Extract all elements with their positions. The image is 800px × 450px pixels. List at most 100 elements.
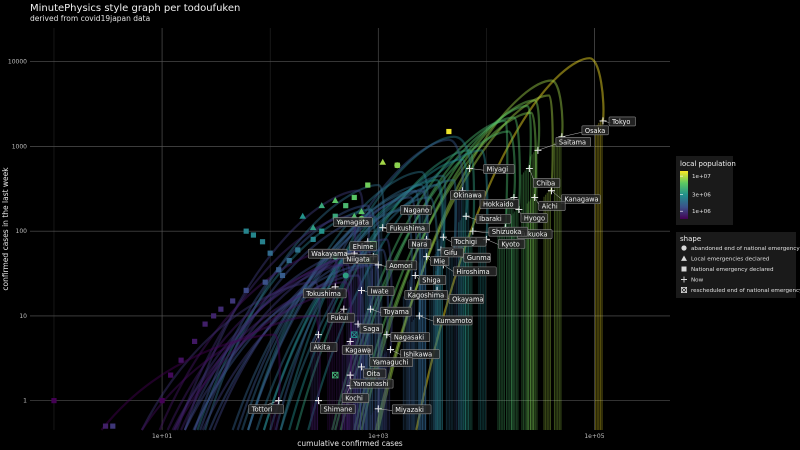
prefecture-label-text: Gunma [467,254,491,262]
prefecture-label-text: Fukuoka [520,231,547,239]
now-marker-toyama [367,305,375,313]
prefecture-label-box [451,236,487,247]
event-square-marker [332,213,338,219]
shape-legend-title: shape [680,235,701,243]
trail-hiroshima [262,179,446,431]
prefecture-label-kyoto: Kyoto [498,239,526,249]
trail-miyagi [279,135,472,431]
shape-legend-entries: abandoned end of national emergency Local… [681,245,800,294]
prefecture-label-text: Tottori [251,406,273,414]
x-axis-label: cumulative confirmed cases [297,439,403,448]
trail-kagawa [173,263,353,431]
prefecture-label-box [555,137,591,147]
prefecture-label-kochi: Kochi [341,393,369,403]
prefecture-label-text: Miyazaki [395,406,424,414]
prefecture-label-text: Fukushima [390,225,425,233]
prefecture-label-box [408,239,432,249]
trail-hyogo [339,116,521,431]
prefecture-label-box [608,116,636,127]
prefecture-label-box [475,213,512,224]
chart-subtitle: derived from covid19japan data [30,14,150,23]
event-boxcross-box [331,371,339,379]
trail-aichi [356,111,537,431]
prefecture-label-box [380,306,412,317]
prefecture-label-box [367,286,395,296]
shape-legend-label: rescheduled end of national emergency [691,288,800,294]
prefecture-label-text: Kochi [345,395,363,403]
y-axis-label: confirmed cases in the last week [1,167,10,291]
event-triangle-marker [379,158,387,165]
event-square-marker [262,279,268,285]
trail-okayama [255,196,439,431]
event-square-marker [295,247,301,253]
now-marker-miyagi [466,164,474,172]
prefecture-label-aichi: Aichi [538,201,566,211]
prefecture-label-text: Nagano [404,207,429,215]
legend-boxcross-icon [681,286,688,293]
label-leader-miyazaki [378,408,395,412]
event-square-marker [168,372,174,378]
color-legend-title: local population [680,160,736,168]
prefecture-label-box [341,393,369,403]
prefecture-label-saga: Saga [359,323,383,334]
prefecture-label-box [538,201,566,211]
trail-chiba [353,104,532,431]
prefecture-label-yamanashi: Yamanashi [349,378,394,389]
trail-akita [140,281,321,431]
x-tick-label: 1e+01 [152,433,172,440]
event-square-marker [243,287,249,293]
prefecture-label-text: Aomori [389,262,413,270]
prefecture-label-hokkaido: Hokkaido [479,199,520,209]
now-marker-fukushima [379,224,387,232]
prefecture-label-nagano: Nagano [400,205,432,215]
trail-shimane [140,314,321,431]
trail-wakayama [175,215,357,431]
event-square-marker [159,398,165,404]
prefecture-label-text: Nagasaki [394,334,424,342]
prefecture-labels: Tokyo Osaka Saitama Kanagawa Chiba Aichi Hyogo… [248,116,636,415]
event-square-marker [279,272,286,279]
prefecture-label-box [302,288,347,299]
prefecture-label-tokyo: Tokyo [608,116,636,127]
prefecture-label-shimane: Shimane [320,404,356,414]
event-triangle-marker [358,208,365,215]
prefecture-label-box [463,252,491,263]
color-legend: local population 1e+07 3e+06 1e+06 [676,156,736,225]
prefecture-label-box [349,241,377,252]
prefecture-label-mie: Mie [430,256,450,266]
prefecture-trails [100,57,605,431]
prefecture-label-ishikawa: Ishikawa [400,349,440,359]
y-tick-label: 100 [16,228,28,235]
event-square-marker [178,357,184,363]
prefecture-label-gunma: Gunma [463,252,491,263]
now-marker-tokyo [599,117,607,125]
event-triangle-marker [309,224,317,231]
y-tick-label: 10000 [8,59,27,66]
prefecture-label-miyagi: Miyagi [483,164,515,174]
label-leader-shizuoka [472,230,491,234]
trail-osaka [377,79,564,431]
event-boxcross-marker [331,371,339,379]
prefecture-label-box [349,378,394,389]
prefecture-label-box [479,199,520,209]
prefecture-label-text: Saga [363,325,379,333]
color-legend-entries: 1e+07 3e+06 1e+06 [680,174,711,215]
y-tick-label: 10 [19,313,27,320]
trail-shiga [236,196,418,431]
event-square-marker [250,232,257,238]
prefecture-label-box [343,254,379,264]
trail-gunma [279,179,457,431]
shape-legend-label: Now [691,278,704,284]
y-tick-label: 1000 [12,143,27,150]
label-leader-osaka [561,131,584,138]
chart-title: MinutePhysics style graph per todoufuken [30,3,240,14]
prefecture-label-yamagata: Yamagata [333,217,373,227]
event-square-marker [267,250,273,256]
prefecture-label-box [390,332,430,342]
event-square-marker [310,236,316,242]
legend-boxcross-cross [681,287,687,293]
prefecture-label-nara: Nara [408,239,432,249]
plot-area: Tokyo Osaka Saitama Kanagawa Chiba Aichi Hyogo… [30,28,670,431]
prefecture-label-kagawa: Kagawa [341,345,374,355]
prefecture-label-yamaguchi: Yamaguchi [369,357,413,367]
